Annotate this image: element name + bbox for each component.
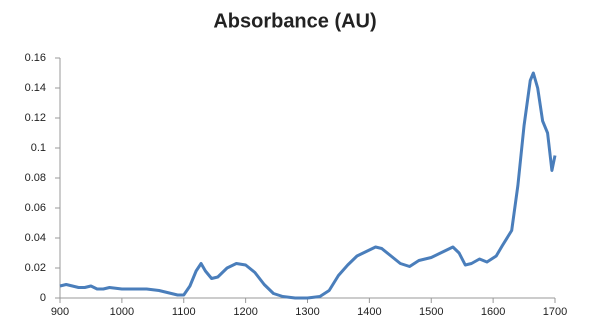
chart-title: Absorbance (AU): [213, 10, 376, 32]
y-tick-label: 0.04: [25, 232, 46, 244]
y-tick-label: 0.16: [25, 52, 46, 64]
y-tick-label: 0.12: [25, 112, 46, 124]
x-tick-label: 1200: [233, 306, 257, 318]
x-tick-label: 1400: [357, 306, 381, 318]
y-tick-label: 0.02: [25, 262, 46, 274]
y-tick-label: 0.06: [25, 202, 46, 214]
data-line: [59, 71, 557, 300]
x-tick-label: 1000: [110, 306, 134, 318]
x-tick-label: 1100: [172, 306, 196, 318]
y-tick-label: 0: [40, 292, 46, 304]
x-tick-label: 1600: [481, 306, 505, 318]
x-tick-label: 1700: [543, 306, 567, 318]
y-tick-label: 0.14: [25, 82, 46, 94]
y-tick-label: 0.08: [25, 172, 46, 184]
x-tick-label: 1300: [295, 306, 319, 318]
y-tick-label: 0.1: [31, 142, 46, 154]
x-tick-label: 1500: [419, 306, 443, 318]
x-tick-label: 900: [51, 306, 69, 318]
